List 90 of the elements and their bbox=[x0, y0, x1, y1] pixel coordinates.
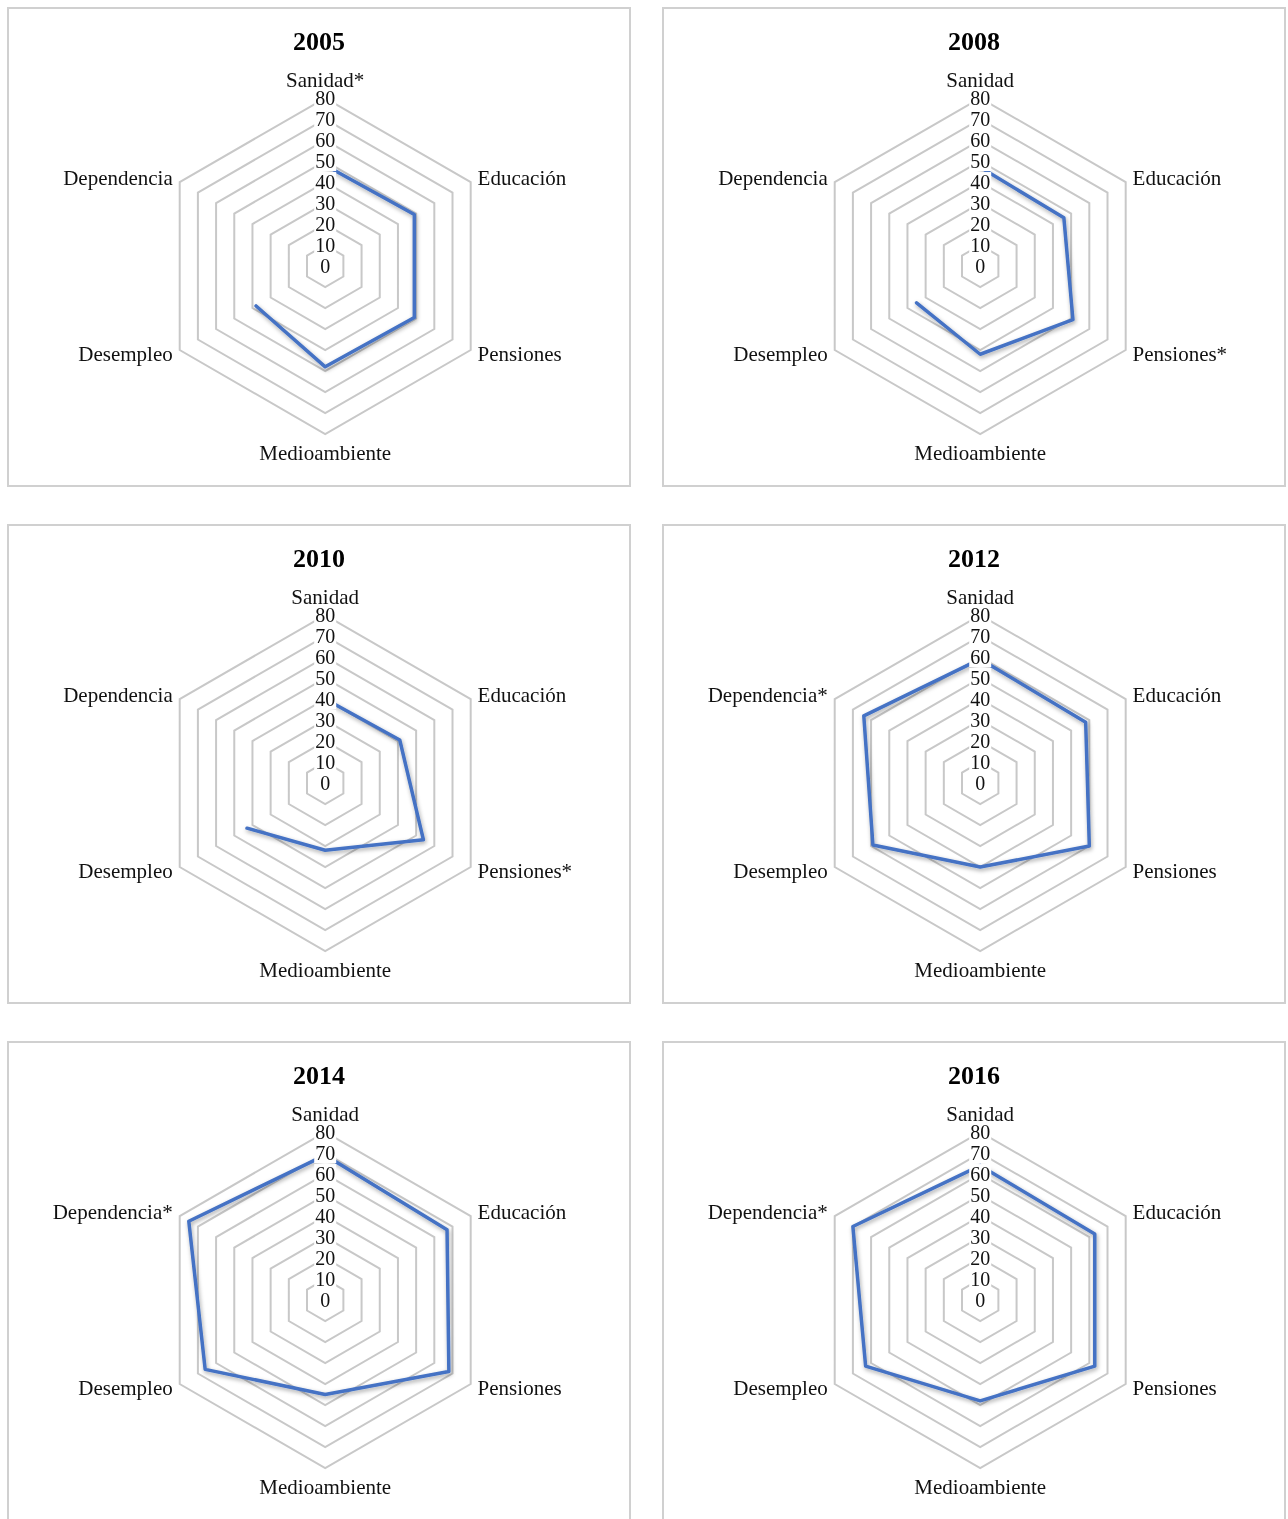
y-tick-label: 50 bbox=[315, 667, 336, 690]
chart-title: 2016 bbox=[948, 1060, 1000, 1090]
spoke-label: Medioambiente bbox=[259, 1474, 392, 1499]
spoke-label: Educación bbox=[477, 1200, 567, 1225]
spoke-label: Desempleo bbox=[733, 1376, 828, 1401]
spoke-label: Desempleo bbox=[78, 1376, 173, 1401]
y-tick-label: 70 bbox=[315, 625, 336, 648]
chart-title: 2010 bbox=[293, 543, 345, 573]
spoke-label: Educación bbox=[477, 166, 567, 191]
spoke-label: Medioambiente bbox=[914, 1474, 1047, 1499]
y-tick-label: 60 bbox=[970, 1163, 991, 1186]
spoke-label: Dependencia* bbox=[707, 683, 828, 708]
spoke-label: Dependencia* bbox=[52, 1200, 173, 1225]
chart-title: 2014 bbox=[293, 1060, 345, 1090]
y-tick-label: 70 bbox=[970, 625, 991, 648]
y-tick-label: 70 bbox=[970, 108, 991, 131]
y-tick-label: 60 bbox=[315, 646, 336, 669]
y-tick-label: 80 bbox=[970, 604, 991, 627]
y-tick-label: 30 bbox=[970, 709, 991, 732]
y-tick-label: 80 bbox=[315, 1121, 336, 1144]
spoke-label: Desempleo bbox=[733, 342, 828, 367]
y-tick-label: 40 bbox=[970, 171, 991, 194]
spoke-label: Educación bbox=[1132, 1200, 1222, 1225]
y-tick-label: 40 bbox=[315, 688, 336, 711]
spoke-label: Medioambiente bbox=[914, 440, 1047, 465]
y-tick-label: 30 bbox=[970, 1226, 991, 1249]
spoke-label: Dependencia* bbox=[707, 1200, 828, 1225]
spoke-label: Desempleo bbox=[78, 342, 173, 367]
y-tick-label: 20 bbox=[315, 1247, 336, 1270]
chart-title: 2012 bbox=[948, 543, 1000, 573]
spoke-label: Pensiones bbox=[1132, 859, 1217, 884]
y-tick-label: 80 bbox=[315, 87, 336, 110]
y-tick-label: 0 bbox=[320, 772, 331, 795]
y-tick-label: 70 bbox=[315, 108, 336, 131]
y-tick-label: 50 bbox=[970, 667, 991, 690]
y-tick-label: 20 bbox=[315, 213, 336, 236]
y-tick-label: 10 bbox=[970, 234, 991, 257]
y-tick-label: 10 bbox=[970, 751, 991, 774]
y-tick-label: 70 bbox=[315, 1142, 336, 1165]
y-tick-label: 50 bbox=[970, 1184, 991, 1207]
y-tick-label: 30 bbox=[970, 192, 991, 215]
y-tick-label: 10 bbox=[315, 234, 336, 257]
y-tick-label: 70 bbox=[970, 1142, 991, 1165]
y-tick-label: 40 bbox=[970, 1205, 991, 1228]
y-tick-label: 10 bbox=[315, 751, 336, 774]
spoke-label: Dependencia bbox=[718, 166, 829, 191]
chart-title: 2008 bbox=[948, 26, 1000, 56]
y-tick-label: 40 bbox=[315, 171, 336, 194]
spoke-label: Pensiones bbox=[477, 342, 562, 367]
y-tick-label: 80 bbox=[315, 604, 336, 627]
y-tick-label: 20 bbox=[970, 1247, 991, 1270]
spoke-label: Pensiones bbox=[1132, 1376, 1217, 1401]
y-tick-label: 50 bbox=[315, 150, 336, 173]
spoke-label: Desempleo bbox=[733, 859, 828, 884]
y-tick-label: 0 bbox=[320, 255, 331, 278]
y-tick-label: 40 bbox=[315, 1205, 336, 1228]
y-tick-label: 30 bbox=[315, 709, 336, 732]
y-tick-label: 60 bbox=[315, 1163, 336, 1186]
spoke-label: Medioambiente bbox=[259, 440, 392, 465]
spoke-label: Educación bbox=[477, 683, 567, 708]
spoke-label: Dependencia bbox=[63, 683, 174, 708]
y-tick-label: 0 bbox=[975, 1289, 986, 1312]
y-tick-label: 0 bbox=[975, 772, 986, 795]
spoke-label: Dependencia bbox=[63, 166, 174, 191]
spoke-label: Medioambiente bbox=[259, 957, 392, 982]
y-tick-label: 80 bbox=[970, 1121, 991, 1144]
y-tick-label: 10 bbox=[315, 1268, 336, 1291]
y-tick-label: 20 bbox=[970, 213, 991, 236]
spoke-label: Pensiones* bbox=[477, 859, 573, 884]
y-tick-label: 60 bbox=[315, 129, 336, 152]
y-tick-label: 50 bbox=[315, 1184, 336, 1207]
y-tick-label: 40 bbox=[970, 688, 991, 711]
y-tick-label: 60 bbox=[970, 129, 991, 152]
y-tick-label: 10 bbox=[970, 1268, 991, 1291]
y-tick-label: 30 bbox=[315, 1226, 336, 1249]
spoke-label: Medioambiente bbox=[914, 957, 1047, 982]
spoke-label: Educación bbox=[1132, 683, 1222, 708]
y-tick-label: 60 bbox=[970, 646, 991, 669]
y-tick-label: 0 bbox=[975, 255, 986, 278]
y-tick-label: 50 bbox=[970, 150, 991, 173]
y-tick-label: 20 bbox=[315, 730, 336, 753]
y-tick-label: 80 bbox=[970, 87, 991, 110]
spoke-label: Educación bbox=[1132, 166, 1222, 191]
y-tick-label: 30 bbox=[315, 192, 336, 215]
y-tick-label: 0 bbox=[320, 1289, 331, 1312]
chart-title: 2005 bbox=[293, 26, 345, 56]
spoke-label: Pensiones bbox=[477, 1376, 562, 1401]
spoke-label: Desempleo bbox=[78, 859, 173, 884]
y-tick-label: 20 bbox=[970, 730, 991, 753]
spoke-label: Pensiones* bbox=[1132, 342, 1228, 367]
